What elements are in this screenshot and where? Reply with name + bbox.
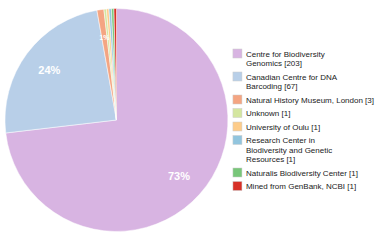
legend-swatch bbox=[233, 72, 242, 81]
data-label: 1% bbox=[99, 34, 110, 41]
legend-item: Canadian Centre for DNABarcoding [67] bbox=[233, 72, 338, 91]
legend-label: University of Oulu [1] bbox=[246, 123, 320, 132]
legend-label: Research Center inBiodiversity and Genet… bbox=[246, 136, 332, 164]
chart: Centre for BiodiversityGenomics [203] Can… bbox=[0, 0, 380, 240]
legend-item: Research Center inBiodiversity and Genet… bbox=[233, 136, 332, 165]
legend-label: Canadian Centre for DNABarcoding [67] bbox=[246, 73, 338, 92]
pie-slice bbox=[97, 9, 117, 120]
legend-label: Centre for BiodiversityGenomics [203] bbox=[246, 50, 325, 69]
legend-swatch bbox=[233, 136, 242, 145]
pie-slice bbox=[114, 9, 117, 120]
data-label: 24% bbox=[38, 64, 60, 76]
legend-item: Centre for BiodiversityGenomics [203] bbox=[233, 49, 325, 68]
pie-slice bbox=[109, 9, 117, 120]
pie-slice bbox=[106, 9, 116, 120]
data-labels: 73% 24% 1% bbox=[38, 34, 190, 182]
legend-swatch bbox=[233, 168, 242, 177]
legend-swatch bbox=[233, 95, 242, 104]
pie-slice bbox=[5, 10, 116, 133]
pie-slice bbox=[111, 9, 116, 120]
legend-item: Mined from GenBank, NCBI [1] bbox=[233, 182, 356, 192]
pie-slice bbox=[104, 9, 117, 120]
legend-label: Mined from GenBank, NCBI [1] bbox=[246, 182, 356, 191]
legend-item: University of Oulu [1] bbox=[233, 122, 320, 132]
legend-swatch bbox=[233, 109, 242, 118]
legend-label: Unknown [1] bbox=[246, 109, 290, 118]
data-label: 73% bbox=[168, 170, 190, 182]
legend: Centre for BiodiversityGenomics [203] Can… bbox=[233, 49, 374, 191]
legend-swatch bbox=[233, 49, 242, 58]
legend-item: Unknown [1] bbox=[233, 109, 290, 119]
pie bbox=[5, 9, 228, 232]
legend-label: Naturalis Biodiversity Center [1] bbox=[246, 169, 358, 178]
pie-slice bbox=[6, 9, 228, 232]
legend-swatch bbox=[233, 182, 242, 191]
legend-swatch bbox=[233, 122, 242, 131]
legend-item: Naturalis Biodiversity Center [1] bbox=[233, 168, 358, 178]
legend-item: Natural History Museum, London [3] bbox=[233, 95, 374, 105]
legend-label: Natural History Museum, London [3] bbox=[246, 96, 374, 105]
